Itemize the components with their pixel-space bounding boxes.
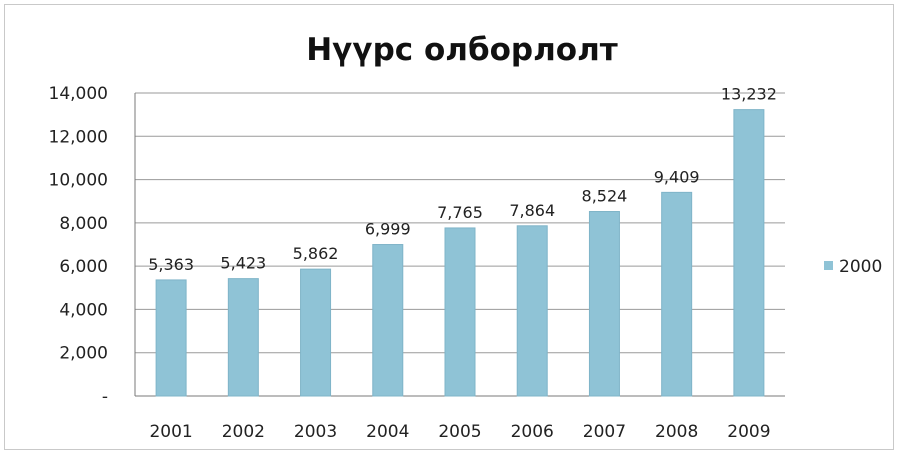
chart-title: Нүүрс олборлолт [306, 32, 618, 68]
x-tick-label: 2006 [511, 422, 554, 442]
x-tick-label: 2008 [655, 422, 698, 442]
y-tick-label: 6,000 [59, 257, 108, 277]
legend-swatch [824, 261, 833, 270]
data-label: 8,524 [582, 187, 628, 206]
data-label: 5,363 [148, 255, 194, 274]
bar [155, 279, 187, 397]
x-tick-label: 2009 [727, 422, 770, 442]
legend-label: 2000 [839, 257, 882, 277]
y-tick-label: 14,000 [49, 84, 108, 104]
bars [155, 109, 765, 397]
data-label: 7,864 [509, 201, 555, 220]
x-tick-label: 2004 [366, 422, 409, 442]
bar [661, 191, 693, 397]
data-label: 7,765 [437, 203, 483, 222]
data-label: 13,232 [721, 85, 777, 104]
data-label: 6,999 [365, 220, 411, 239]
bar [516, 225, 548, 397]
y-axis-ticks: - 2,000 4,000 6,000 8,000 10,000 12,000 14,000 [49, 84, 108, 407]
legend: 2000 [824, 257, 882, 277]
y-tick-label: 4,000 [59, 300, 108, 320]
data-label: 9,409 [654, 167, 700, 186]
bar [733, 109, 765, 397]
y-tick-label: 2,000 [59, 344, 108, 364]
x-axis-ticks: 2001 2002 2003 2004 2005 2006 2007 2008 2009 [149, 422, 770, 442]
data-label: 5,423 [220, 254, 266, 273]
data-labels: 5,363 5,423 5,862 6,999 7,765 7,864 8,524 9,409… [148, 85, 777, 274]
y-tick-label: 8,000 [59, 214, 108, 234]
y-tick-label: 10,000 [49, 171, 108, 191]
x-tick-label: 2003 [294, 422, 337, 442]
bar [372, 244, 404, 397]
bar [227, 278, 259, 397]
x-tick-label: 2002 [222, 422, 265, 442]
data-label: 5,862 [293, 244, 339, 263]
bar [444, 227, 476, 397]
x-tick-label: 2001 [149, 422, 192, 442]
y-tick-label: - [102, 387, 108, 407]
x-tick-label: 2005 [438, 422, 481, 442]
x-tick-label: 2007 [583, 422, 626, 442]
bar [300, 268, 332, 397]
bar [588, 211, 620, 397]
y-tick-label: 12,000 [49, 127, 108, 147]
